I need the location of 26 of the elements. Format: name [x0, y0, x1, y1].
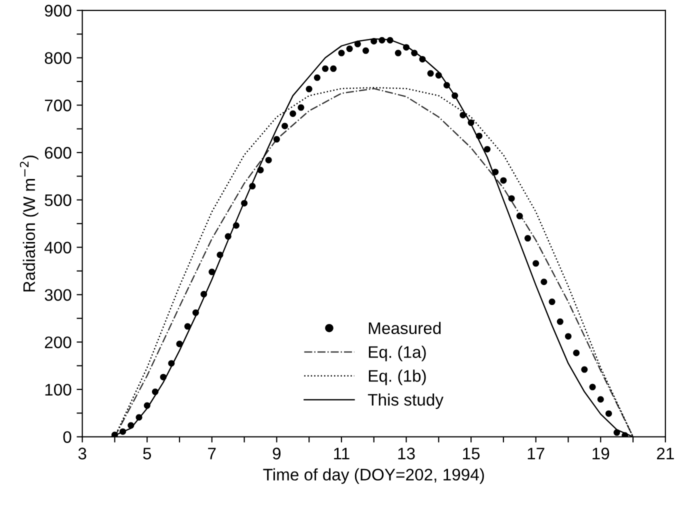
- y-axis-title: Radiation (W m$^{−2}$): [20, 156, 38, 292]
- y-tick-label: 300: [44, 289, 72, 301]
- x-tick-label: 19: [592, 448, 610, 460]
- x-tick-label: 17: [528, 448, 544, 460]
- legend-label: Eq. (1a): [368, 346, 426, 362]
- y-tick-label: 500: [44, 194, 72, 206]
- y-tick-label: 100: [45, 384, 72, 396]
- y-tick-label: 900: [44, 4, 72, 17]
- x-tick-label: 9: [272, 448, 281, 460]
- y-tick-label: 200: [44, 336, 72, 348]
- legend-label: This study: [368, 393, 444, 410]
- x-tick-label: 7: [208, 448, 216, 460]
- x-tick-label: 5: [143, 448, 152, 460]
- x-tick-label: 13: [398, 448, 415, 460]
- legend-label: Measured: [368, 322, 441, 334]
- legend-label: Eq. (1b): [368, 370, 426, 386]
- y-tick-label: 800: [44, 52, 72, 64]
- x-tick-label: 21: [656, 448, 674, 460]
- x-tick-label: 15: [463, 448, 480, 460]
- x-tick-label: 11: [334, 448, 350, 460]
- y-tick-label: 0: [63, 431, 72, 444]
- x-axis-title: Time of day (DOY=202, 1994): [263, 468, 484, 484]
- y-tick-label: 400: [44, 242, 72, 254]
- y-tick-label: 700: [44, 100, 72, 112]
- y-tick-label: 600: [44, 146, 72, 159]
- x-tick-label: 3: [78, 448, 86, 460]
